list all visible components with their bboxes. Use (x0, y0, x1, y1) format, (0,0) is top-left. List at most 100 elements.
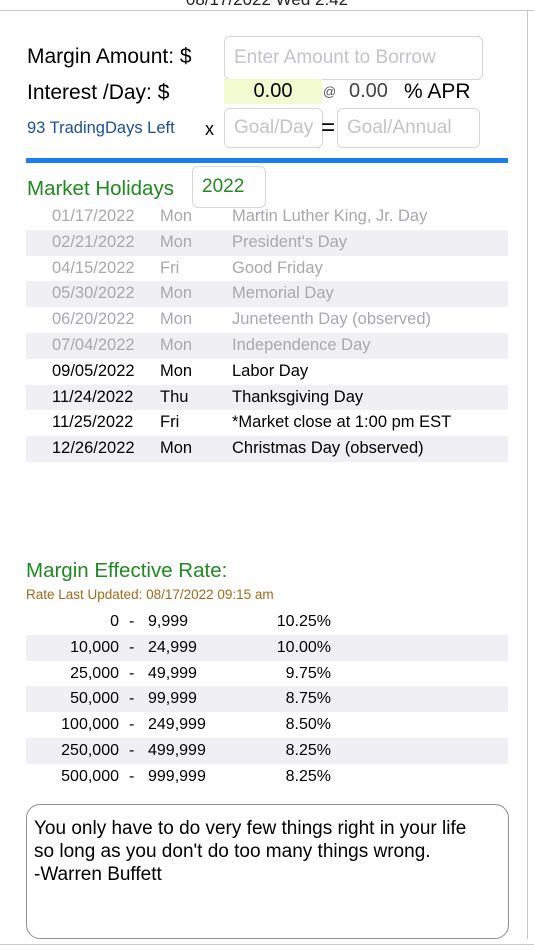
holiday-date: 11/25/2022 (52, 413, 134, 432)
rate-range-dash: - (129, 741, 135, 759)
holiday-name: President's Day (232, 232, 348, 251)
apr-value[interactable]: 0.00 (349, 80, 388, 102)
rate-row: 10,000-24,999 10.00% (26, 634, 508, 661)
holiday-weekday: Mon (160, 361, 193, 380)
holiday-date: 06/20/2022 (52, 310, 135, 329)
holiday-weekday: Fri (160, 258, 180, 277)
rate-percent: 8.75% (285, 690, 331, 708)
rate-range-to: 24,999 (148, 638, 197, 656)
rate-row: 250,000-499,999 8.25% (26, 737, 508, 764)
rate-range-to: 49,999 (148, 664, 197, 682)
rate-range-from: 500,000 (61, 767, 119, 785)
holiday-year-selector[interactable]: 2022 (192, 166, 266, 208)
rate-row: 500,000-999,999 8.25% (26, 764, 508, 790)
holiday-row: 11/25/2022 Fri *Market close at 1:00 pm ES… (26, 410, 508, 436)
holiday-weekday: Mon (160, 335, 193, 354)
holiday-name: Christmas Day (observed) (232, 439, 424, 458)
holiday-weekday: Fri (160, 413, 180, 432)
rate-range-dash: - (129, 690, 135, 708)
rate-percent: 8.25% (285, 767, 331, 785)
holiday-name: Martin Luther King, Jr. Day (232, 207, 428, 225)
holiday-date: 04/15/2022 (52, 258, 135, 277)
rate-range-from: 100,000 (61, 716, 119, 734)
rate-range-from: 50,000 (70, 690, 119, 708)
rate-percent: 10.00% (276, 638, 331, 656)
margin-rate-table: 0-9,999 10.25% 10,000-24,999 10.00% 25,000-4… (26, 609, 508, 790)
holidays-title: Market Holidays (27, 177, 174, 200)
holiday-row: 06/20/2022 Mon Juneteenth Day (observed) (26, 307, 508, 333)
rate-percent: 9.75% (285, 664, 331, 682)
holiday-weekday: Mon (160, 310, 193, 329)
rate-range-from: 0 (110, 613, 119, 630)
rate-row: 0-9,999 10.25% (26, 609, 508, 635)
rate-range-dash: - (129, 664, 135, 682)
holiday-weekday: Thu (160, 387, 189, 406)
amount-input[interactable] (225, 37, 482, 79)
holiday-row: 11/24/2022 Thu Thanksgiving Day (26, 384, 508, 411)
rate-row: 25,000-49,999 9.75% (26, 661, 508, 687)
margin-amount-label: Margin Amount: $ (27, 45, 192, 68)
equals-symbol: = (321, 114, 336, 141)
holiday-weekday: Mon (160, 232, 193, 251)
times-symbol: x (205, 119, 214, 139)
rate-percent: 8.50% (285, 716, 331, 734)
holiday-row: 04/15/2022 Fri Good Friday (26, 256, 508, 282)
section-divider (26, 158, 508, 163)
rate-percent: 8.25% (285, 741, 331, 759)
trading-days-left: 93 TradingDays Left (27, 119, 175, 137)
rate-last-updated: Rate Last Updated: 08/17/2022 09:15 am (26, 587, 274, 602)
holiday-row: 01/17/2022 Mon Martin Luther King, Jr. Day (26, 204, 508, 230)
holiday-date: 09/05/2022 (52, 361, 135, 380)
holiday-date: 11/24/2022 (52, 387, 134, 406)
goal-day-field[interactable] (224, 108, 323, 148)
holiday-date: 05/30/2022 (52, 284, 135, 303)
bottom-divider (0, 944, 534, 945)
goal-day-input[interactable] (225, 109, 322, 147)
holiday-date: 07/04/2022 (52, 335, 135, 354)
rate-range-from: 25,000 (70, 664, 119, 682)
status-bar: 08/17/2022 Wed 2:42 (0, 0, 534, 11)
holiday-weekday: Mon (160, 439, 193, 458)
holiday-date: 02/21/2022 (52, 232, 135, 251)
rate-range-from: 250,000 (61, 741, 119, 759)
holiday-name: Good Friday (232, 258, 323, 277)
rate-row: 50,000-99,999 8.75% (26, 686, 508, 713)
rate-range-dash: - (129, 613, 135, 630)
rate-range-dash: - (129, 638, 135, 656)
status-datetime: 08/17/2022 Wed 2:42 (0, 0, 534, 10)
margin-rate-title: Margin Effective Rate: (26, 559, 228, 582)
goal-annual-field[interactable] (337, 108, 480, 148)
holiday-row: 12/26/2022 Mon Christmas Day (observed) (26, 436, 508, 462)
holiday-row: 07/04/2022 Mon Independence Day (26, 332, 508, 359)
quote-text-area[interactable]: You only have to do very few things righ… (26, 804, 509, 939)
at-symbol: @ (323, 84, 337, 99)
holiday-name: Memorial Day (232, 284, 334, 303)
holiday-name: Thanksgiving Day (232, 387, 364, 406)
goal-annual-input[interactable] (338, 109, 479, 147)
amount-field[interactable] (224, 36, 483, 80)
rate-row: 100,000-249,999 8.50% (26, 712, 508, 738)
holiday-name: Labor Day (232, 361, 309, 380)
holiday-name: *Market close at 1:00 pm EST (232, 413, 452, 432)
rate-range-to: 9,999 (148, 613, 189, 630)
interest-label: Interest /Day: $ (27, 81, 170, 104)
right-edge-divider (527, 11, 528, 939)
holiday-date: 01/17/2022 (52, 207, 135, 225)
holiday-row: 09/05/2022 Mon Labor Day (26, 359, 508, 385)
rate-percent: 10.25% (276, 613, 331, 630)
holiday-name: Independence Day (232, 335, 371, 354)
interest-value: 0.00 (224, 79, 322, 104)
rate-range-to: 99,999 (148, 690, 197, 708)
rate-range-dash: - (129, 716, 135, 734)
rate-range-from: 10,000 (70, 638, 119, 656)
holiday-weekday: Mon (160, 207, 193, 225)
holiday-name: Juneteenth Day (observed) (232, 310, 432, 329)
rate-range-to: 499,999 (148, 741, 206, 759)
holiday-weekday: Mon (160, 284, 193, 303)
rate-range-to: 999,999 (148, 767, 206, 785)
holidays-table: 01/17/2022 Mon Martin Luther King, Jr. Day… (26, 204, 508, 462)
holiday-row: 05/30/2022 Mon Memorial Day (26, 281, 508, 308)
rate-range-dash: - (129, 767, 135, 785)
holiday-date: 12/26/2022 (52, 439, 135, 458)
rate-range-to: 249,999 (148, 716, 206, 734)
